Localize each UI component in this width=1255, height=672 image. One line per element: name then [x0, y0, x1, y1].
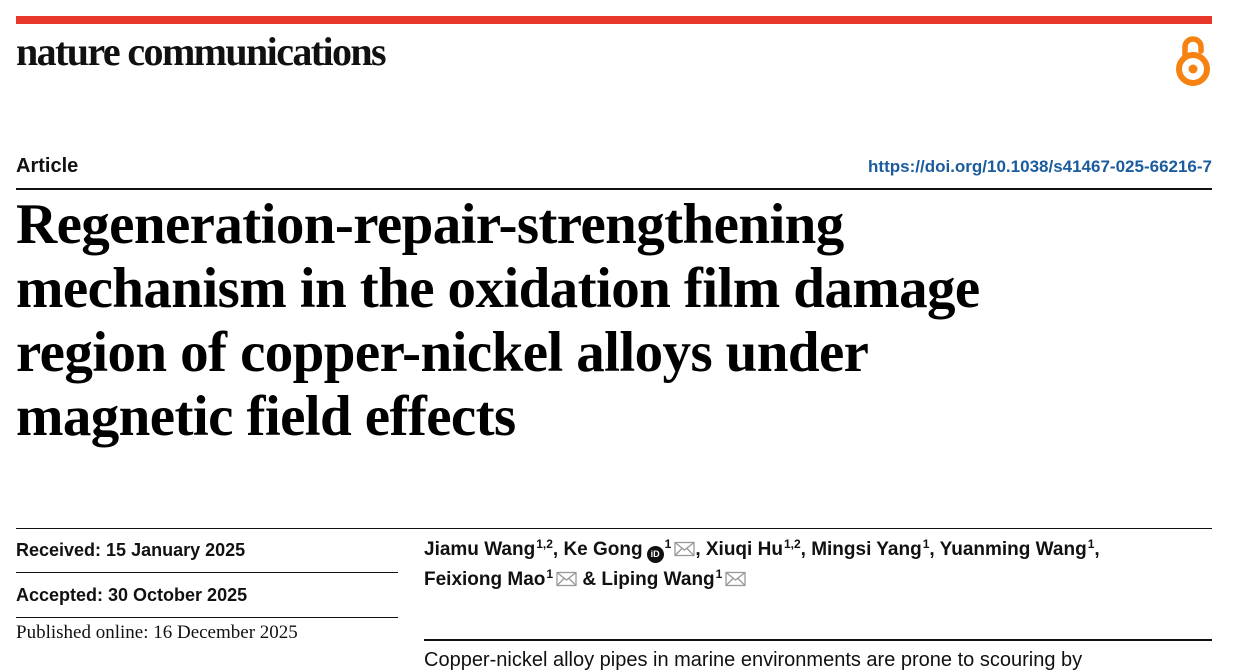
article-title: Regeneration-repair-strengthening mechan… — [16, 193, 1216, 449]
author[interactable]: Xiuqi Hu1,2 — [705, 537, 801, 560]
author[interactable]: Liping Wang1 — [601, 568, 747, 590]
doi-link[interactable]: https://doi.org/10.1038/s41467-025-66216… — [868, 157, 1212, 176]
article-type: Article — [16, 155, 79, 177]
title-line: region of copper-nickel alloys under — [16, 321, 869, 384]
mail-icon[interactable] — [556, 571, 577, 587]
title-line: Regeneration-repair-strengthening — [16, 193, 844, 256]
abstract-text: Copper-nickel alloy pipes in marine envi… — [424, 649, 1083, 671]
author[interactable]: Feixiong Mao1 — [424, 568, 577, 590]
journal-name[interactable]: nature communications — [16, 29, 387, 74]
orcid-icon[interactable]: iD — [646, 546, 664, 563]
journal-brand-bar — [16, 16, 1212, 24]
article-dates: Received: 15 January 2025 Accepted: 30 O… — [16, 528, 398, 663]
abstract-rule — [424, 639, 1212, 641]
mail-icon[interactable] — [674, 541, 695, 557]
author[interactable]: Jiamu Wang1,2 — [424, 537, 553, 560]
header-rule — [16, 188, 1212, 190]
author[interactable]: Mingsi Yang1 — [811, 537, 930, 560]
section-rule — [16, 528, 1212, 529]
author[interactable]: Yuanming Wang1 — [939, 537, 1095, 560]
author-list: Jiamu Wang1,2, Ke Gong iD1, Xiuqi Hu1,2, … — [424, 537, 1100, 590]
title-line: magnetic field effects — [16, 385, 516, 448]
published-date: Published online: 16 December 2025 — [16, 622, 298, 643]
received-date: Received: 15 January 2025 — [16, 528, 398, 573]
author[interactable]: Ke Gong iD1 — [563, 538, 695, 563]
title-line: mechanism in the oxidation film damage — [16, 257, 980, 320]
accepted-date: Accepted: 30 October 2025 — [16, 573, 398, 618]
open-access-icon — [1176, 36, 1210, 86]
mail-icon[interactable] — [725, 571, 747, 587]
